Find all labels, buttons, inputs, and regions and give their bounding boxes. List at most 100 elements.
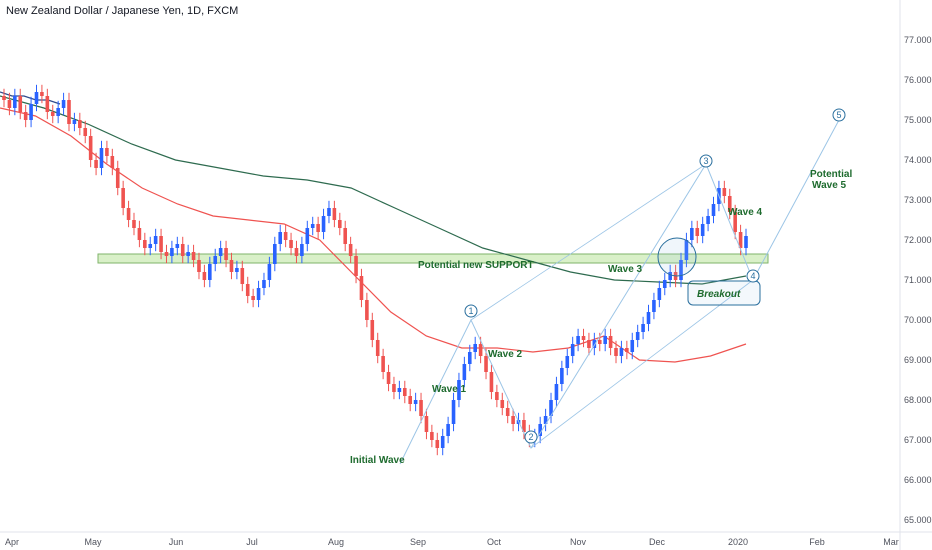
breakout-callout: Breakout	[657, 237, 761, 306]
candle-body	[310, 224, 315, 228]
x-tick-label: May	[84, 537, 102, 547]
candle-body	[402, 388, 407, 396]
candle-body	[473, 344, 477, 352]
candle-body	[614, 348, 618, 356]
candle-body	[159, 236, 163, 252]
candle-body	[581, 336, 586, 340]
candle-body	[170, 248, 174, 256]
y-tick-label: 77.000	[904, 35, 932, 45]
candle-body	[467, 352, 472, 364]
wave3-label: Wave 3	[608, 264, 643, 275]
candle-body	[132, 220, 136, 228]
candle-body	[197, 260, 201, 272]
wave-lines	[399, 119, 840, 465]
candle-body	[289, 240, 293, 248]
candle-body	[191, 252, 196, 260]
candle-body	[337, 220, 342, 228]
support-label: Potential new SUPPORT	[418, 260, 534, 271]
candle-body	[267, 264, 272, 280]
candle-body	[2, 96, 6, 100]
potential-label: Potential	[810, 169, 852, 180]
candle-body	[332, 208, 337, 220]
breakout-label: Breakout	[697, 289, 741, 300]
y-tick-label: 66.000	[904, 475, 932, 485]
candle-body	[153, 236, 158, 244]
candle-body	[462, 364, 467, 380]
x-tick-label: Jun	[169, 537, 184, 547]
candle-body	[94, 160, 98, 168]
candle-body	[505, 408, 510, 416]
y-tick-label: 67.000	[904, 435, 932, 445]
candle-body	[88, 136, 93, 160]
candle-body	[186, 252, 190, 256]
wave1-label: Wave 1	[432, 384, 467, 395]
candle-body	[619, 348, 624, 356]
candle-body	[164, 252, 169, 256]
candle-body	[711, 204, 716, 216]
wave-marker-3	[699, 154, 713, 168]
wave-channel-upper	[470, 163, 707, 321]
candle-body	[641, 324, 645, 332]
candle-body	[408, 396, 413, 404]
candle-body	[570, 344, 575, 356]
candle-body	[662, 280, 667, 288]
x-tick-label: Aug	[328, 537, 344, 547]
wave-marker-2-label: 2	[529, 432, 534, 442]
candle-body	[668, 272, 672, 280]
candle-body	[327, 208, 331, 216]
wave-marker-4-label: 4	[751, 271, 756, 281]
candle-body	[489, 372, 494, 392]
candle-body	[543, 416, 548, 424]
candle-body	[105, 148, 109, 156]
candle-body	[229, 260, 234, 272]
y-tick-label: 70.000	[904, 315, 932, 325]
candle-body	[343, 228, 348, 244]
x-tick-label: 2020	[728, 537, 748, 547]
x-tick-label: Nov	[570, 537, 587, 547]
candle-body	[143, 240, 147, 248]
candle-body	[744, 236, 748, 248]
candle-body	[294, 248, 299, 256]
candle-body	[23, 112, 28, 120]
candle-body	[283, 232, 288, 240]
y-tick-label: 72.000	[904, 235, 932, 245]
candle-body	[684, 240, 689, 260]
candle-body	[202, 272, 207, 280]
candle-body	[83, 128, 88, 136]
ma-fast-line	[0, 91, 61, 105]
candle-body	[500, 400, 505, 408]
candle-body	[262, 280, 266, 288]
candle-body	[457, 380, 461, 400]
wave-path	[399, 119, 840, 465]
candle-body	[511, 416, 515, 424]
candle-body	[121, 188, 125, 208]
candle-body	[110, 156, 115, 168]
x-tick-label: Mar	[883, 537, 899, 547]
candle-body	[67, 100, 71, 124]
y-tick-label: 65.000	[904, 515, 932, 525]
wave-marker-5-label: 5	[837, 110, 842, 120]
candle-body	[392, 384, 396, 392]
x-tick-label: Jul	[246, 537, 258, 547]
y-tick-label: 68.000	[904, 395, 932, 405]
candle-body	[592, 340, 597, 348]
y-tick-label: 74.000	[904, 155, 932, 165]
candle-body	[40, 92, 44, 96]
wave-marker-1-label: 1	[469, 306, 474, 316]
candle-body	[175, 244, 180, 248]
candle-body	[440, 436, 445, 448]
candle-body	[218, 248, 223, 256]
candle-body	[126, 208, 131, 220]
candle-body	[657, 288, 662, 300]
candle-body	[316, 224, 320, 232]
candle-body	[446, 424, 450, 436]
candle-body	[56, 108, 60, 116]
x-tick-label: Feb	[809, 537, 825, 547]
candle-body	[646, 312, 651, 324]
candle-body	[78, 120, 82, 128]
candle-body	[679, 260, 683, 280]
candle-body	[386, 372, 391, 384]
wave4-label: Wave 4	[728, 207, 763, 218]
